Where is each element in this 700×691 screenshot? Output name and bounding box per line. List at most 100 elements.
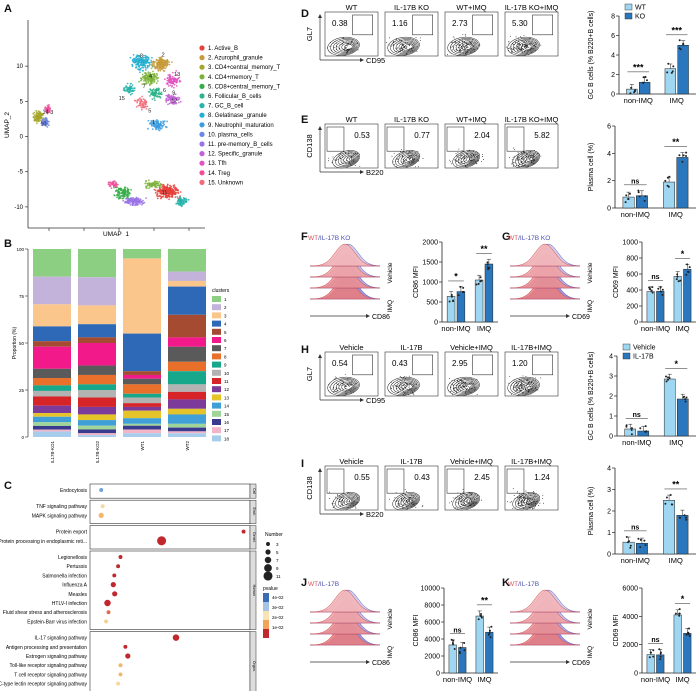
flow-event xyxy=(458,385,460,387)
umap-point xyxy=(139,202,141,205)
bar-dot xyxy=(630,433,633,436)
umap-x-label: UMAP_1 xyxy=(103,231,129,236)
flow-event xyxy=(515,159,517,161)
flow-event xyxy=(461,164,463,166)
flow-event xyxy=(351,152,353,154)
flow-event xyxy=(397,379,399,381)
bar xyxy=(673,614,682,674)
flow-event xyxy=(396,501,398,503)
flow-event xyxy=(527,386,529,388)
flow-event xyxy=(517,45,519,47)
flow-event xyxy=(523,158,525,160)
flow-gate-value: 2.95 xyxy=(452,359,468,368)
stack-y-tick-label: 75 xyxy=(19,294,25,299)
flow-event xyxy=(528,389,529,391)
umap-point xyxy=(144,99,146,102)
flow-event xyxy=(464,492,466,494)
flow-contour xyxy=(335,493,359,509)
flow-event xyxy=(348,150,350,152)
flow-event xyxy=(514,47,515,48)
flow-event xyxy=(474,156,476,158)
umap-legend-swatch xyxy=(199,131,205,137)
umap-point xyxy=(140,98,142,101)
bar-dot xyxy=(639,546,642,549)
bar-annotation: *** xyxy=(671,25,682,35)
umap-point xyxy=(150,64,153,66)
flow-event xyxy=(508,43,510,45)
flow-event xyxy=(468,495,470,497)
flow-event xyxy=(351,379,353,381)
umap-legend-label: 7. GC_B_cell xyxy=(208,104,243,110)
umap-point xyxy=(37,120,39,123)
flow-plot-title: Vehicle+IMQ xyxy=(450,343,493,352)
flow-event xyxy=(416,155,417,157)
flow-event xyxy=(392,44,394,46)
hist-row-label: Vehicle xyxy=(587,262,594,283)
stack-segment xyxy=(123,374,161,379)
flow-event xyxy=(405,504,407,506)
stack-segment xyxy=(168,431,206,434)
flow-event xyxy=(460,500,462,502)
flow-plot-title: IL-17B KO xyxy=(394,115,429,124)
flow-event xyxy=(461,383,463,385)
flow-event xyxy=(409,157,411,159)
bar-dot xyxy=(457,294,460,297)
flow-event xyxy=(339,164,341,166)
umap-point xyxy=(149,89,152,91)
flow-event xyxy=(521,156,523,158)
umap-point xyxy=(131,65,134,68)
flow-event xyxy=(465,41,467,43)
flow-event xyxy=(469,386,471,388)
flow-contour xyxy=(523,154,536,164)
flow-event xyxy=(524,501,526,503)
bar-dot xyxy=(665,375,667,378)
flow-event xyxy=(470,392,472,394)
flow-contour xyxy=(332,150,360,169)
bar-dot xyxy=(686,263,689,266)
flow-event xyxy=(353,161,354,163)
flow-event xyxy=(458,44,460,46)
flow-event xyxy=(471,45,473,46)
flow-event xyxy=(406,505,408,507)
flow-event xyxy=(359,165,361,167)
flow-event xyxy=(463,163,465,165)
flow-event xyxy=(514,387,516,389)
stack-segment xyxy=(33,378,71,386)
flow-event xyxy=(518,392,520,394)
bar-annotation: ** xyxy=(481,595,489,605)
umap-point xyxy=(153,180,156,183)
stack-legend-swatch xyxy=(212,361,221,368)
flow-gate-value: 0.53 xyxy=(354,131,370,140)
flow-event xyxy=(394,385,396,387)
flow-event xyxy=(520,160,522,162)
flow-event xyxy=(403,385,404,386)
flow-event xyxy=(342,40,344,42)
bar-dot xyxy=(462,286,465,289)
flow-event xyxy=(522,165,524,167)
kegg-group-label: Human xyxy=(252,585,256,596)
flow-event xyxy=(406,45,408,47)
flow-event xyxy=(402,48,403,50)
flow-event xyxy=(467,155,469,157)
umap-point xyxy=(144,105,147,108)
flow-event xyxy=(523,34,525,36)
flow-x-arrowhead xyxy=(360,512,364,516)
kegg-term-label: MAPK signaling pathway xyxy=(32,513,88,519)
umap-legend-label: 6. Follicular_B_cells xyxy=(208,94,261,100)
stack-segment xyxy=(33,429,71,432)
flow-event xyxy=(386,42,388,44)
flow-event xyxy=(408,151,410,153)
flow-event xyxy=(450,387,452,389)
flow-event xyxy=(392,161,394,163)
umap-point xyxy=(168,73,171,76)
flow-event xyxy=(450,391,452,392)
flow-event xyxy=(535,387,536,389)
kegg-term-label: Estrogen signaling pathway xyxy=(26,654,88,660)
flow-event xyxy=(466,501,468,503)
umap-point xyxy=(108,183,111,186)
flow-gate-value: 1.24 xyxy=(534,473,550,482)
flow-plot-frame xyxy=(504,351,559,397)
umap-point xyxy=(171,71,174,74)
flow-event xyxy=(408,498,410,500)
